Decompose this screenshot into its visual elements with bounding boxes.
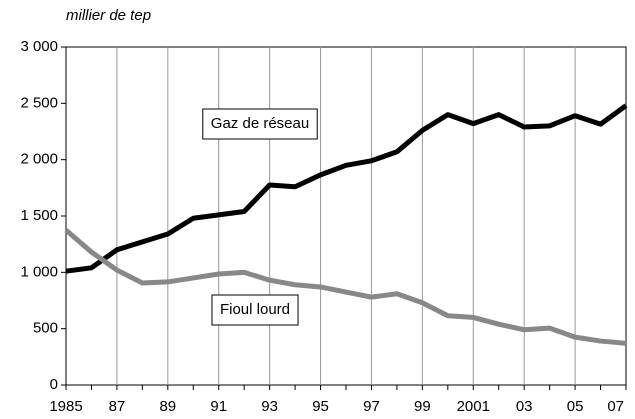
series-label: Gaz de réseau <box>211 115 309 132</box>
y-axis-label: millier de tep <box>66 7 151 24</box>
y-tick-label: 1 000 <box>20 263 58 280</box>
line <box>64 228 627 346</box>
x-tick-label: 1985 <box>49 398 82 415</box>
series-label: Fioul lourd <box>220 301 290 318</box>
x-tick-label: 05 <box>567 398 584 415</box>
x-tick-label: 07 <box>607 398 624 415</box>
x-tick-label: 89 <box>159 398 176 415</box>
y-tick-label: 2 000 <box>20 151 58 168</box>
x-tick-label: 91 <box>210 398 227 415</box>
y-tick-label: 1 500 <box>20 207 58 224</box>
series-label-box <box>211 294 299 326</box>
y-tick-label: 3 000 <box>20 38 58 55</box>
x-tick-label: 97 <box>363 398 380 415</box>
y-tick-label: 2 500 <box>20 94 58 111</box>
line <box>65 103 628 274</box>
x-tick-label: 87 <box>109 398 126 415</box>
series-label-box <box>202 108 318 140</box>
x-tick-label: 93 <box>261 398 278 415</box>
y-tick-label: 500 <box>33 320 58 337</box>
y-tick-label: 0 <box>50 376 58 393</box>
x-tick-label: 03 <box>516 398 533 415</box>
x-tick-label: 95 <box>312 398 329 415</box>
x-tick-label: 2001 <box>457 398 490 415</box>
plot-area <box>65 46 627 386</box>
x-tick-label: 99 <box>414 398 431 415</box>
